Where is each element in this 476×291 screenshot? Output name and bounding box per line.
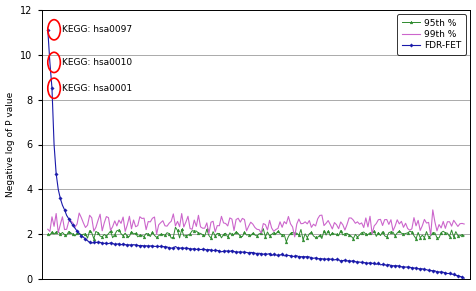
Line: FDR-FET: FDR-FET <box>47 29 466 279</box>
99th % <box>45 228 50 231</box>
FDR-FET <box>45 28 50 31</box>
99th % <box>70 221 76 225</box>
95th % <box>445 231 450 235</box>
99th % <box>122 230 128 233</box>
99th % <box>62 228 68 231</box>
Line: 95th %: 95th % <box>46 226 466 243</box>
FDR-FET <box>156 245 161 248</box>
95th % <box>45 233 50 236</box>
95th % <box>62 233 68 236</box>
FDR-FET <box>426 269 431 272</box>
95th % <box>156 234 161 237</box>
95th % <box>430 231 436 235</box>
FDR-FET <box>440 271 446 274</box>
99th % <box>156 223 161 227</box>
Line: 99th %: 99th % <box>48 210 464 237</box>
95th % <box>173 226 178 229</box>
Text: KEGG: hsa0010: KEGG: hsa0010 <box>62 58 132 67</box>
99th % <box>430 208 436 212</box>
FDR-FET <box>62 208 68 212</box>
FDR-FET <box>122 243 128 246</box>
95th % <box>284 240 289 244</box>
99th % <box>461 222 467 226</box>
Text: KEGG: hsa0097: KEGG: hsa0097 <box>62 25 132 34</box>
FDR-FET <box>70 224 76 227</box>
Text: KEGG: hsa0001: KEGG: hsa0001 <box>62 84 132 93</box>
95th % <box>122 231 128 235</box>
99th % <box>445 220 450 223</box>
95th % <box>70 233 76 236</box>
Y-axis label: Negative log of P value: Negative log of P value <box>6 92 15 197</box>
99th % <box>292 235 298 239</box>
95th % <box>461 234 467 238</box>
FDR-FET <box>461 276 467 280</box>
99th % <box>428 233 434 237</box>
Legend: 95th %, 99th %, FDR-FET: 95th %, 99th %, FDR-FET <box>397 14 466 55</box>
